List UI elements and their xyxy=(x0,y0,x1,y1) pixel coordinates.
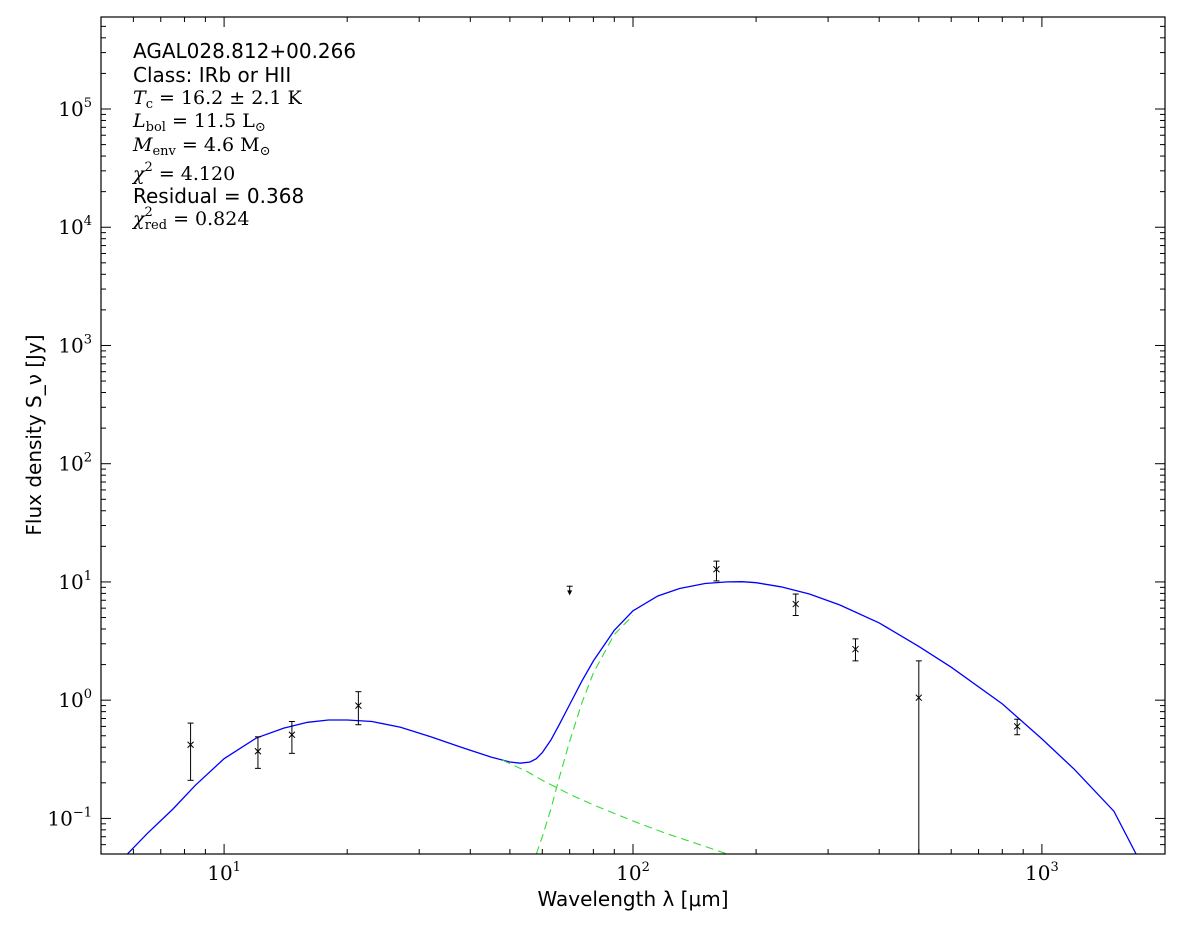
y-tick-label: 10−1 xyxy=(47,805,92,830)
y-tick-label: 101 xyxy=(58,569,92,594)
luminosity-annotation: Lbol = 11.5 L⊙ xyxy=(132,110,266,135)
model-curve-2 xyxy=(502,759,728,854)
data-point-5 xyxy=(713,560,720,582)
point-marker xyxy=(187,741,194,749)
axis-tick-labels: 101 102 103 10−1 100 101 102 103 104 105 xyxy=(47,96,1058,885)
reduced-chi-squared-annotation: χ2 red = 0.824 xyxy=(131,205,249,233)
model-curves xyxy=(126,581,1137,854)
x-axis-label: Wavelength λ [μm] xyxy=(537,887,728,911)
y-tick-label: 102 xyxy=(58,451,92,476)
data-point-8 xyxy=(915,660,923,854)
source-class: Class: IRb or HII xyxy=(133,63,291,87)
envelope-mass-annotation: Menv = 4.6 M⊙ xyxy=(132,134,271,159)
point-marker xyxy=(915,694,923,702)
y-tick-label: 104 xyxy=(58,214,92,239)
annotation-block: AGAL028.812+00.266 Class: IRb or HII Tc … xyxy=(131,39,356,233)
axis-ticks xyxy=(100,16,1166,855)
y-tick-label: 100 xyxy=(58,687,92,712)
y-axis-label: Flux density S_ν [Jy] xyxy=(22,334,46,535)
point-marker xyxy=(792,600,800,608)
point-marker xyxy=(713,565,720,573)
data-point-4 xyxy=(355,691,362,726)
source-name: AGAL028.812+00.266 xyxy=(133,39,356,63)
chi-squared-annotation: χ2 = 4.120 xyxy=(131,160,235,185)
point-marker xyxy=(852,645,859,653)
residual-annotation: Residual = 0.368 xyxy=(133,184,304,208)
y-tick-label: 103 xyxy=(58,332,92,357)
temperature-annotation: Tc = 16.2 ± 2.1 K xyxy=(133,87,303,112)
data-points xyxy=(187,560,1021,854)
data-point-1 xyxy=(187,722,194,781)
data-point-3 xyxy=(288,721,296,754)
point-marker xyxy=(254,747,262,755)
point-marker xyxy=(1013,723,1021,730)
data-point-6 xyxy=(792,593,800,617)
x-tick-label: 101 xyxy=(207,860,241,885)
limit-arrow xyxy=(567,590,573,596)
y-tick-label: 105 xyxy=(58,96,92,121)
data-point-9 xyxy=(1013,718,1021,736)
model-curve-3 xyxy=(535,615,634,854)
point-marker xyxy=(288,731,296,739)
upper-limit-1 xyxy=(566,585,573,596)
point-marker xyxy=(355,702,362,709)
data-point-2 xyxy=(254,736,262,769)
data-point-7 xyxy=(852,638,859,662)
x-tick-label: 102 xyxy=(616,860,650,885)
x-tick-label: 103 xyxy=(1025,860,1059,885)
model-curve-1 xyxy=(126,581,1137,854)
